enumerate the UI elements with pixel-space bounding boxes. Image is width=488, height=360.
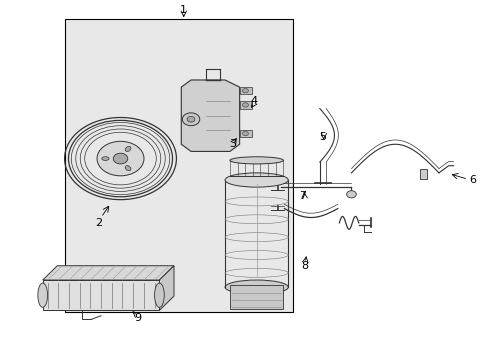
Polygon shape (42, 280, 159, 310)
Circle shape (97, 141, 143, 176)
Ellipse shape (102, 157, 109, 161)
Polygon shape (181, 80, 239, 152)
Polygon shape (42, 266, 174, 280)
Bar (64, 19, 292, 312)
Text: 9: 9 (134, 312, 141, 323)
Ellipse shape (125, 166, 131, 171)
Ellipse shape (224, 173, 287, 187)
Ellipse shape (154, 283, 164, 307)
Circle shape (242, 131, 248, 136)
Text: 3: 3 (228, 139, 235, 149)
Bar (419, 169, 427, 179)
Polygon shape (159, 266, 174, 310)
Text: 5: 5 (318, 132, 325, 142)
Ellipse shape (125, 147, 131, 152)
Text: 4: 4 (250, 96, 257, 107)
Bar (239, 87, 251, 94)
Ellipse shape (38, 283, 47, 307)
Bar (239, 102, 251, 109)
Bar (239, 130, 251, 137)
Text: 6: 6 (468, 175, 475, 185)
Circle shape (242, 103, 248, 107)
Text: 2: 2 (95, 218, 102, 228)
Circle shape (113, 153, 127, 164)
Text: 1: 1 (180, 5, 187, 15)
Circle shape (187, 116, 195, 122)
Ellipse shape (224, 280, 287, 294)
Ellipse shape (229, 157, 283, 164)
Circle shape (346, 191, 356, 198)
Circle shape (242, 89, 248, 93)
Bar (229, 285, 283, 309)
Text: 8: 8 (301, 261, 308, 271)
Text: 7: 7 (299, 191, 306, 201)
Circle shape (182, 113, 200, 126)
